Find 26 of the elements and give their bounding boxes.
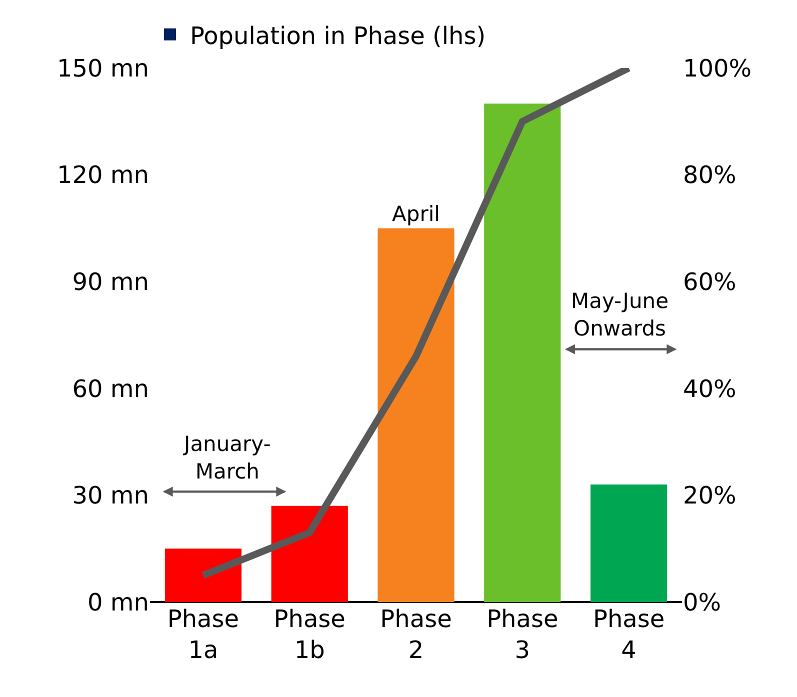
y-tick-label: 30 mn — [72, 482, 149, 510]
x-tick-label: Phase 1a — [167, 605, 240, 664]
x-tick-label: Phase 4 — [592, 605, 665, 664]
y2-tick-label: 80% — [683, 161, 736, 190]
y-tick-label: 90 mn — [72, 268, 149, 296]
bar — [164, 548, 242, 602]
bar — [271, 506, 348, 602]
bar — [378, 228, 454, 602]
x-tick-label: Phase 2 — [380, 605, 452, 664]
y-tick-label: 150 mn — [56, 54, 149, 82]
y2-tick-label: 0% — [683, 588, 722, 616]
x-tick-label: Phase 3 — [486, 605, 558, 664]
y2-tick-label: 100% — [683, 54, 752, 82]
annotation: May-June Onwards — [571, 289, 669, 340]
bar — [484, 104, 561, 602]
y-tick-label: 120 mn — [56, 161, 149, 190]
bar — [590, 484, 668, 602]
y2-tick-label: 20% — [683, 482, 736, 510]
y-tick-label: 0 mn — [88, 588, 149, 616]
x-tick-label: Phase 1b — [274, 605, 346, 664]
y-tick-label: 60 mn — [72, 374, 149, 403]
annotation: April — [392, 202, 440, 226]
y2-tick-label: 40% — [683, 374, 736, 403]
annotation: January- March — [182, 432, 271, 484]
y2-tick-label: 60% — [683, 268, 736, 296]
text: Population in Phase (lhs) — [190, 22, 486, 50]
